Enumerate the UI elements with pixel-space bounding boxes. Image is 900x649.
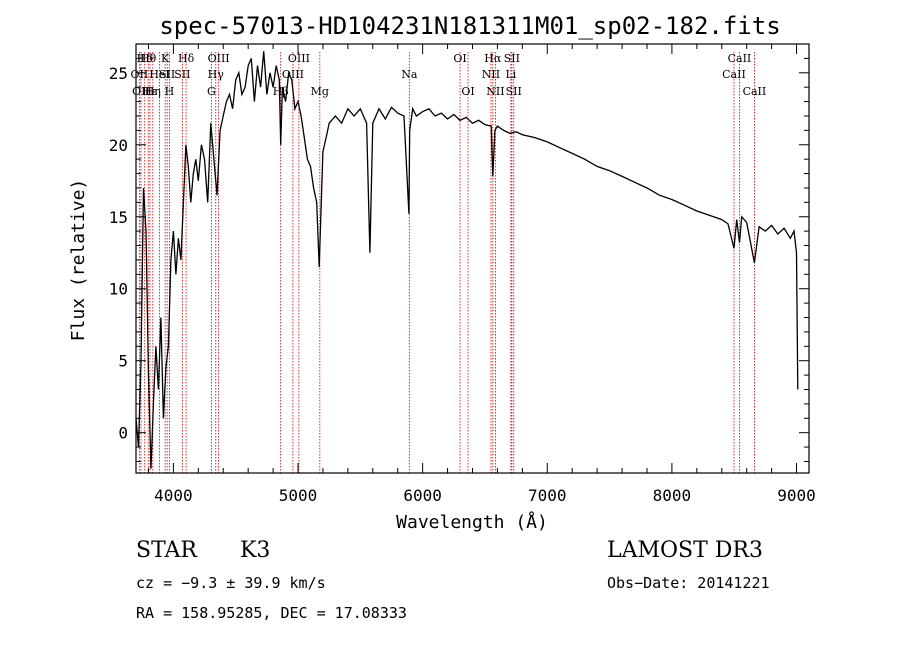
spectral-line-label: CaII xyxy=(722,68,746,81)
x-tick-label: 6000 xyxy=(403,486,442,505)
spectral-line-label: NII xyxy=(482,68,500,81)
spectral-line-label: SII xyxy=(159,68,175,81)
spectral-line-label: SII xyxy=(504,52,520,65)
spectral-line-label: K xyxy=(161,52,170,65)
spectral-line-markers xyxy=(138,52,755,473)
x-tick-label: 9000 xyxy=(777,486,816,505)
spectral-line-label: HeI xyxy=(149,68,169,81)
y-tick-label: 25 xyxy=(109,64,128,83)
object-class: STAR xyxy=(136,538,197,563)
spectral-line-label: OIII xyxy=(288,52,310,65)
x-tick-label: 8000 xyxy=(653,486,692,505)
y-tick-label: 5 xyxy=(118,352,128,371)
x-tick-label: 5000 xyxy=(279,486,318,505)
spectral-line-label: Hγ xyxy=(208,68,225,81)
x-tick-label: 4000 xyxy=(154,486,193,505)
spectral-line-label: Hθ xyxy=(140,52,157,65)
spectral-line-label: Mg xyxy=(311,85,329,98)
x-axis-ticks: 4000 5000 6000 7000 8000 9000 xyxy=(147,44,816,505)
spectral-line-labels: HδOIIHθOIIHεHηHeIKSIIHHδSIIOIIIHγGOIIIOI… xyxy=(131,52,767,98)
ra-dec-coordinates: RA = 158.95285, DEC = 17.08333 xyxy=(136,604,407,622)
y-tick-label: 20 xyxy=(109,136,128,155)
x-tick-label: 7000 xyxy=(528,486,567,505)
spectrum-series-line xyxy=(135,51,799,469)
y-tick-label: 0 xyxy=(118,424,128,443)
x-axis-label: Wavelength (Å) xyxy=(396,511,548,533)
spectral-line-label: G xyxy=(207,85,216,98)
redshift-cz: cz = −9.3 ± 39.9 km/s xyxy=(136,574,326,592)
y-tick-label: 10 xyxy=(109,280,128,299)
spectral-line-label: SII xyxy=(174,68,190,81)
spectral-line-label: OII xyxy=(131,68,149,81)
spectral-line-label: OIII xyxy=(282,68,304,81)
spectral-line-label: OIII xyxy=(208,52,230,65)
spectral-line-label: Hα xyxy=(484,52,502,65)
chart-title: spec-57013-HD104231N181311M01_sp02-182.f… xyxy=(159,12,780,40)
spectral-line-label: SII xyxy=(506,85,522,98)
spectral-line-label: Hη xyxy=(145,85,161,98)
spectral-line-label: Na xyxy=(401,68,418,81)
spectral-line-label: OI xyxy=(453,52,466,65)
spectral-line-label: Hδ xyxy=(137,52,154,65)
spectral-line-label: H xyxy=(165,85,175,98)
spectral-line-label: Li xyxy=(505,68,516,81)
spectral-line-label: OI xyxy=(461,85,474,98)
spectral-line-label: Hδ xyxy=(178,52,195,65)
spectral-line-label: CaII xyxy=(743,85,767,98)
y-axis-ticks: 0 5 10 15 20 25 xyxy=(109,57,809,462)
spectral-line-label: CaII xyxy=(728,52,752,65)
spectral-subclass: K3 xyxy=(240,538,271,563)
plot-frame xyxy=(135,43,810,474)
spectral-line-label: Hε xyxy=(142,85,158,98)
spectral-line-label: NII xyxy=(486,85,504,98)
survey-name: LAMOST DR3 xyxy=(607,538,763,563)
y-axis-label: Flux (relative) xyxy=(68,179,89,342)
observation-date: Obs−Date: 20141221 xyxy=(607,574,770,592)
y-tick-label: 15 xyxy=(109,208,128,227)
